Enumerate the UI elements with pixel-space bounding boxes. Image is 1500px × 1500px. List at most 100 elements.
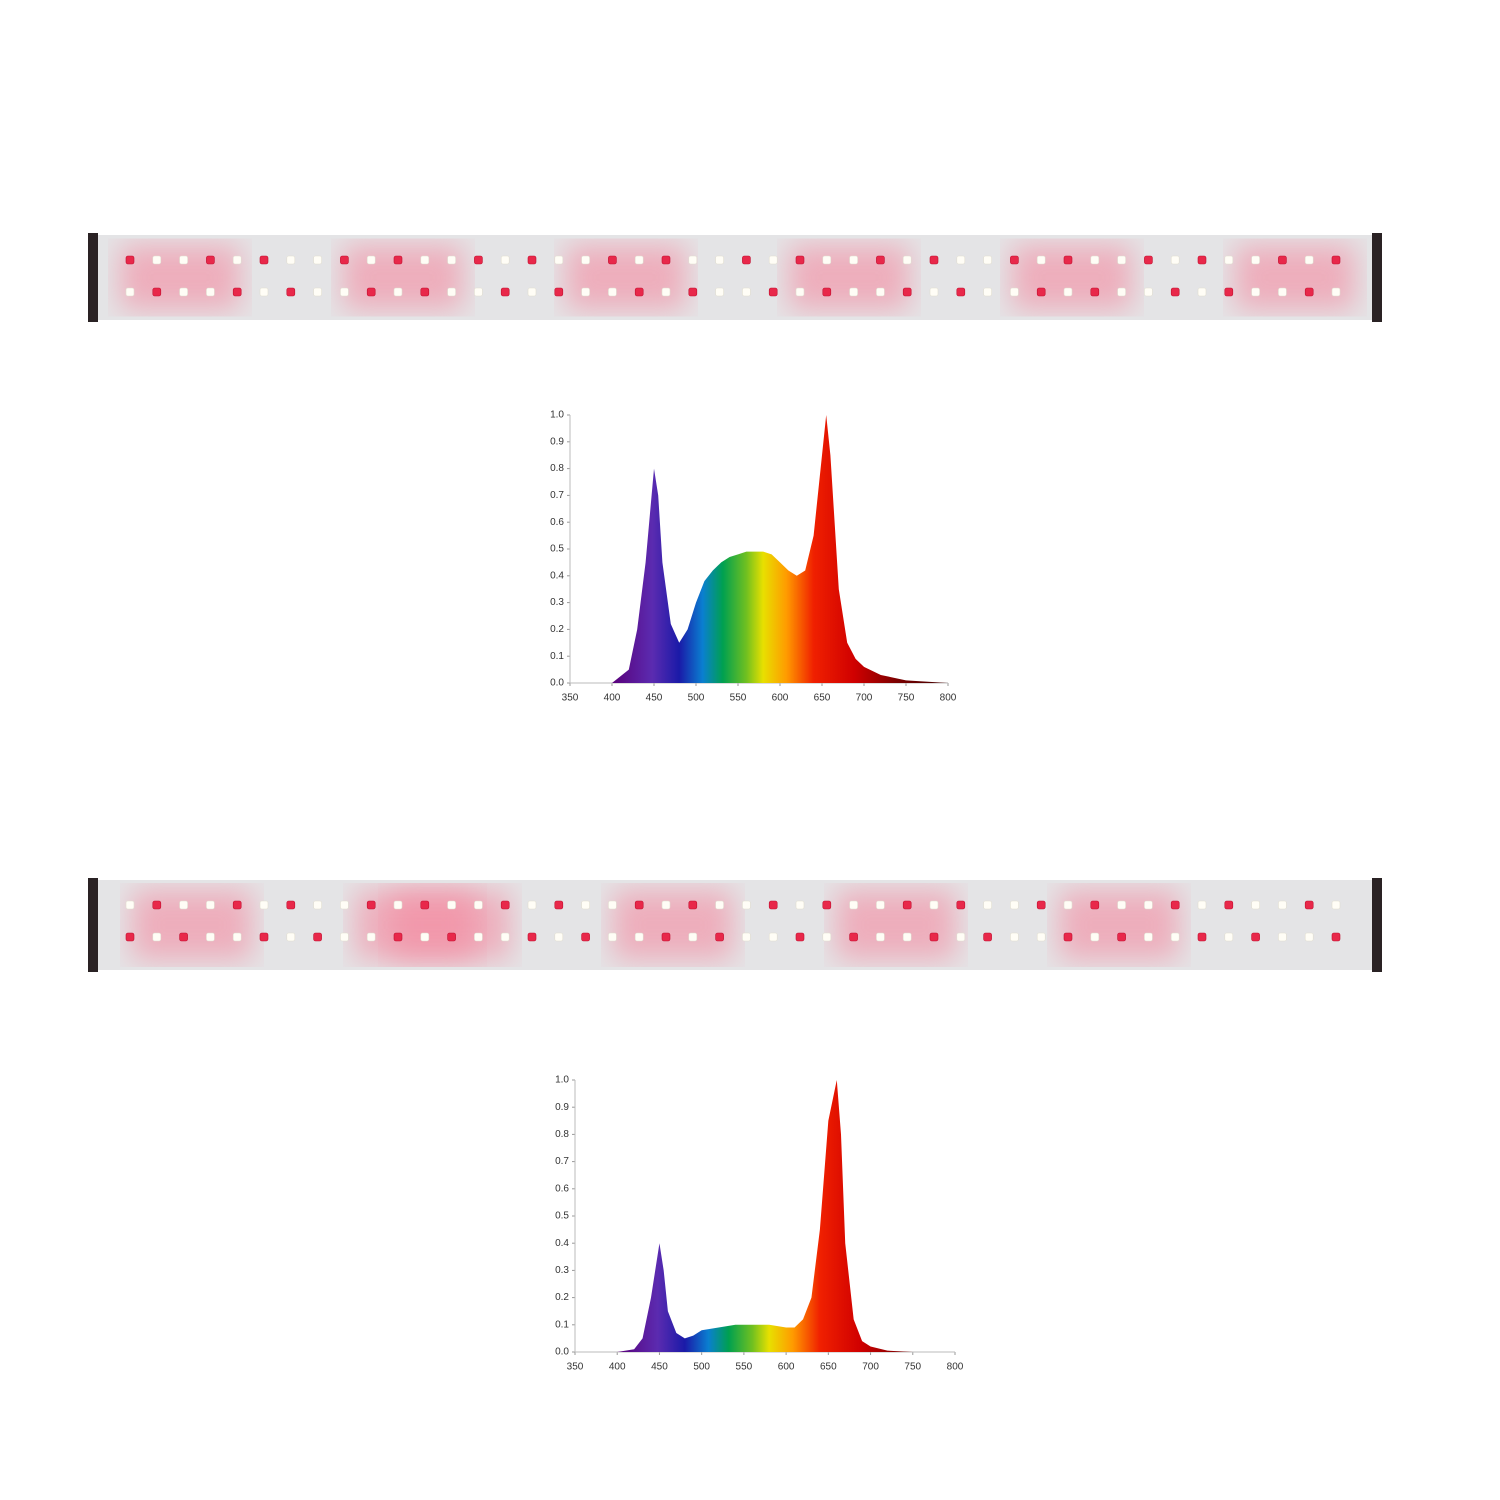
- led: [527, 287, 537, 297]
- led: [768, 932, 778, 942]
- red-glow: [120, 245, 240, 310]
- x-tick-label: 700: [862, 1362, 879, 1373]
- led: [1304, 255, 1314, 265]
- y-tick-label: 0.2: [555, 1292, 569, 1303]
- led: [554, 287, 564, 297]
- led: [1090, 900, 1100, 910]
- x-tick-label: 700: [856, 693, 873, 704]
- led: [206, 287, 215, 297]
- led: [929, 287, 939, 297]
- led: [554, 932, 564, 942]
- led: [259, 255, 269, 265]
- led: [474, 900, 483, 910]
- led: [581, 932, 590, 942]
- x-tick-label: 750: [898, 693, 915, 704]
- led: [929, 932, 939, 942]
- led: [1197, 287, 1207, 297]
- led: [768, 255, 778, 265]
- led: [259, 900, 269, 910]
- led: [500, 932, 510, 942]
- led: [849, 900, 858, 910]
- led: [393, 287, 403, 297]
- y-tick-label: 0.9: [555, 1102, 569, 1113]
- led: [286, 900, 296, 910]
- led: [661, 287, 671, 297]
- led: [474, 287, 483, 297]
- red-glow: [789, 245, 909, 310]
- led: [1170, 287, 1180, 297]
- led: [1224, 900, 1234, 910]
- led: [1010, 287, 1019, 297]
- led: [661, 255, 671, 265]
- led: [688, 255, 698, 265]
- led: [956, 255, 966, 265]
- led: [527, 255, 537, 265]
- led: [527, 932, 537, 942]
- led: [1251, 255, 1260, 265]
- spectrum-area: [617, 1080, 955, 1352]
- led: [527, 900, 537, 910]
- y-tick-label: 0.1: [550, 651, 564, 662]
- y-tick-label: 0.5: [550, 544, 564, 555]
- led: [1117, 287, 1126, 297]
- led: [1036, 900, 1046, 910]
- led: [447, 900, 456, 910]
- led: [876, 255, 885, 265]
- led: [1144, 932, 1153, 942]
- led: [929, 255, 939, 265]
- led: [688, 932, 698, 942]
- led: [232, 900, 242, 910]
- led: [259, 932, 269, 942]
- led: [125, 255, 135, 265]
- led: [286, 255, 296, 265]
- x-tick-label: 650: [814, 693, 831, 704]
- led: [1170, 932, 1180, 942]
- led: [447, 255, 456, 265]
- led: [152, 900, 162, 910]
- led: [608, 900, 617, 910]
- y-tick-label: 0.7: [550, 490, 564, 501]
- led: [152, 255, 162, 265]
- led: [1197, 932, 1207, 942]
- led: [1197, 255, 1207, 265]
- led: [688, 900, 698, 910]
- spectrum-chart: 0.0 0.1 0.2 0.3 0.4 0.5 0.6 0.7 0.8 0.9 1.0 350 400 4…: [555, 1075, 964, 1373]
- y-tick-label: 0.0: [550, 678, 564, 689]
- led: [474, 255, 483, 265]
- led: [715, 900, 724, 910]
- led: [232, 287, 242, 297]
- led: [447, 287, 456, 297]
- led: [581, 900, 590, 910]
- led: [849, 287, 858, 297]
- led: [366, 255, 376, 265]
- led: [313, 932, 322, 942]
- led: [1197, 900, 1207, 910]
- x-tick-label: 600: [778, 1362, 795, 1373]
- led: [795, 255, 805, 265]
- led: [1331, 287, 1341, 297]
- x-tick-label: 500: [693, 1362, 710, 1373]
- led: [822, 255, 832, 265]
- red-glow: [132, 890, 252, 960]
- led: [902, 255, 912, 265]
- led: [1036, 932, 1046, 942]
- led: [1251, 900, 1260, 910]
- red-glow: [355, 890, 475, 960]
- led: [313, 900, 322, 910]
- x-tick-label: 800: [940, 693, 957, 704]
- led: [420, 287, 430, 297]
- led: [1304, 287, 1314, 297]
- led: [125, 287, 135, 297]
- led: [554, 255, 564, 265]
- led: [1010, 255, 1019, 265]
- x-tick-label: 550: [736, 1362, 753, 1373]
- led: [715, 287, 724, 297]
- y-tick-label: 0.9: [550, 436, 564, 447]
- x-tick-label: 800: [947, 1362, 964, 1373]
- led: [500, 255, 510, 265]
- x-tick-label: 350: [567, 1362, 584, 1373]
- led: [420, 255, 430, 265]
- led: [206, 932, 215, 942]
- led: [1331, 932, 1341, 942]
- led: [795, 900, 805, 910]
